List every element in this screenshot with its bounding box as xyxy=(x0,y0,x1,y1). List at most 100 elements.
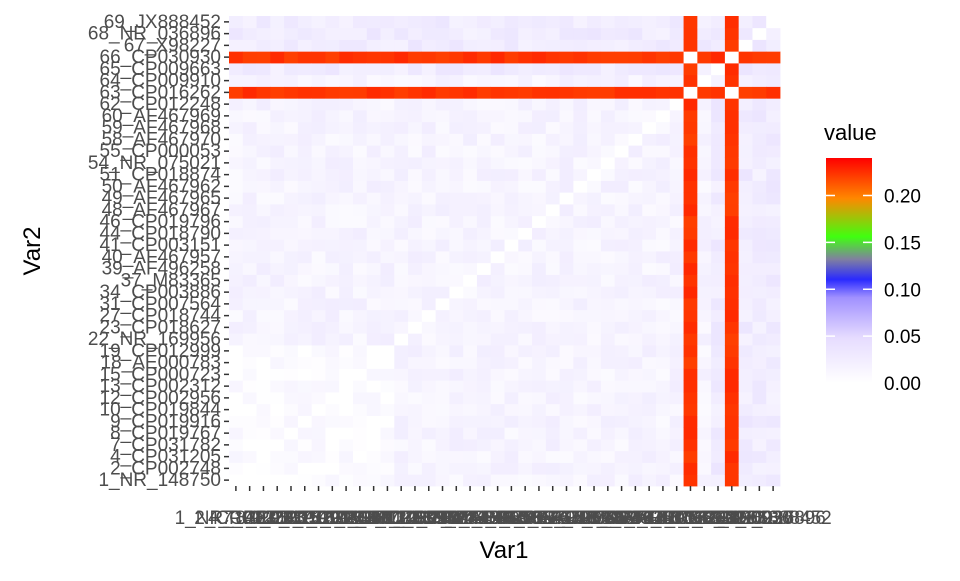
heatmap-cell xyxy=(449,333,464,346)
heatmap-cell xyxy=(490,439,505,452)
heatmap-cell xyxy=(366,368,381,381)
x-tick-label: 59_AF467968 xyxy=(589,508,708,529)
heatmap-cell xyxy=(642,321,657,334)
heatmap-cell xyxy=(559,321,574,334)
heatmap-cell xyxy=(229,251,244,264)
heatmap-cell xyxy=(449,145,464,158)
heatmap-cell xyxy=(242,403,257,416)
heatmap-cell xyxy=(490,63,505,76)
heatmap-cell xyxy=(449,39,464,52)
heatmap-cell xyxy=(614,239,629,252)
heatmap-cell xyxy=(600,415,616,428)
heatmap-cell xyxy=(518,286,533,299)
x-tick-label: 51_CP018874 xyxy=(533,508,655,529)
heatmap-cell xyxy=(421,51,437,64)
heatmap-cell xyxy=(752,215,767,228)
heatmap-cell xyxy=(573,98,588,111)
heatmap-cell xyxy=(614,180,629,193)
heatmap-cell xyxy=(229,286,244,299)
heatmap-cell xyxy=(366,392,381,405)
heatmap-cell xyxy=(380,239,395,252)
heatmap-cell xyxy=(256,204,271,217)
heatmap-cell xyxy=(766,145,781,158)
heatmap-cell xyxy=(683,333,698,346)
heatmap-cell xyxy=(559,392,574,405)
heatmap-cell xyxy=(656,450,671,463)
heatmap-cell xyxy=(311,86,326,99)
heatmap-cell xyxy=(697,121,712,134)
heatmap-cell xyxy=(642,356,657,369)
heatmap-cell xyxy=(394,251,409,264)
heatmap-cell xyxy=(476,321,492,334)
heatmap-cell xyxy=(229,274,244,287)
legend-colorbar xyxy=(826,158,872,383)
heatmap-cell xyxy=(669,121,684,134)
heatmap-cell xyxy=(297,168,313,181)
heatmap-cell xyxy=(752,262,767,275)
heatmap-cell xyxy=(339,274,354,287)
heatmap-cell xyxy=(463,145,478,158)
heatmap-cell xyxy=(752,204,767,217)
heatmap-cell xyxy=(504,356,519,369)
heatmap-cell xyxy=(738,251,753,264)
heatmap-cell xyxy=(587,415,602,428)
heatmap-cell xyxy=(242,274,257,287)
heatmap-cell xyxy=(711,333,726,346)
heatmap-cell xyxy=(270,309,285,322)
heatmap-cell xyxy=(270,133,285,146)
heatmap-cell xyxy=(711,286,726,299)
heatmap-cell xyxy=(766,427,781,440)
heatmap-cell xyxy=(366,39,381,52)
heatmap-cell xyxy=(752,380,767,393)
heatmap-cell xyxy=(614,51,629,64)
heatmap-cell xyxy=(256,309,271,322)
heatmap-cell xyxy=(352,98,368,111)
heatmap-cell xyxy=(408,157,423,170)
heatmap-cell xyxy=(504,16,519,29)
heatmap-cell xyxy=(573,110,588,123)
heatmap-cell xyxy=(669,168,684,181)
heatmap-cell xyxy=(284,333,299,346)
heatmap-cell xyxy=(642,227,657,240)
heatmap-cell xyxy=(366,439,381,452)
heatmap-cell xyxy=(600,462,616,475)
heatmap-cell xyxy=(545,462,561,475)
heatmap-cell xyxy=(449,16,464,29)
heatmap-cell xyxy=(435,133,450,146)
y-tick-label: 58_AF467970 xyxy=(102,129,221,150)
heatmap-cell xyxy=(600,227,616,240)
heatmap-cell xyxy=(490,333,505,346)
heatmap-cell xyxy=(463,215,478,228)
heatmap-cell xyxy=(573,145,588,158)
heatmap-cell xyxy=(229,16,244,29)
heatmap-cell xyxy=(394,415,409,428)
heatmap-cell xyxy=(614,215,629,228)
heatmap-cell xyxy=(421,157,437,170)
heatmap-cell xyxy=(669,27,684,40)
heatmap-cell xyxy=(711,133,726,146)
heatmap-cell xyxy=(449,415,464,428)
heatmap-cell xyxy=(256,286,271,299)
heatmap-cell xyxy=(366,204,381,217)
heatmap-cell xyxy=(297,368,313,381)
heatmap-cell xyxy=(738,309,753,322)
heatmap-cell xyxy=(518,63,533,76)
heatmap-cell xyxy=(683,51,698,64)
heatmap-cell xyxy=(229,98,244,111)
heatmap-cell xyxy=(449,227,464,240)
heatmap-cell xyxy=(724,345,740,358)
heatmap-cell xyxy=(380,168,395,181)
heatmap-cell xyxy=(532,110,547,123)
heatmap-cell xyxy=(724,168,740,181)
heatmap-cell xyxy=(229,27,244,40)
legend: value 0.000.050.100.150.20 xyxy=(824,120,921,395)
heatmap-cell xyxy=(683,309,698,322)
heatmap-cell xyxy=(683,439,698,452)
heatmap-cell xyxy=(642,251,657,264)
heatmap-cell xyxy=(669,462,684,475)
heatmap-cell xyxy=(380,180,395,193)
heatmap-cell xyxy=(600,168,616,181)
heatmap-cell xyxy=(504,27,519,40)
heatmap-cell xyxy=(600,345,616,358)
heatmap-cell xyxy=(311,121,326,134)
